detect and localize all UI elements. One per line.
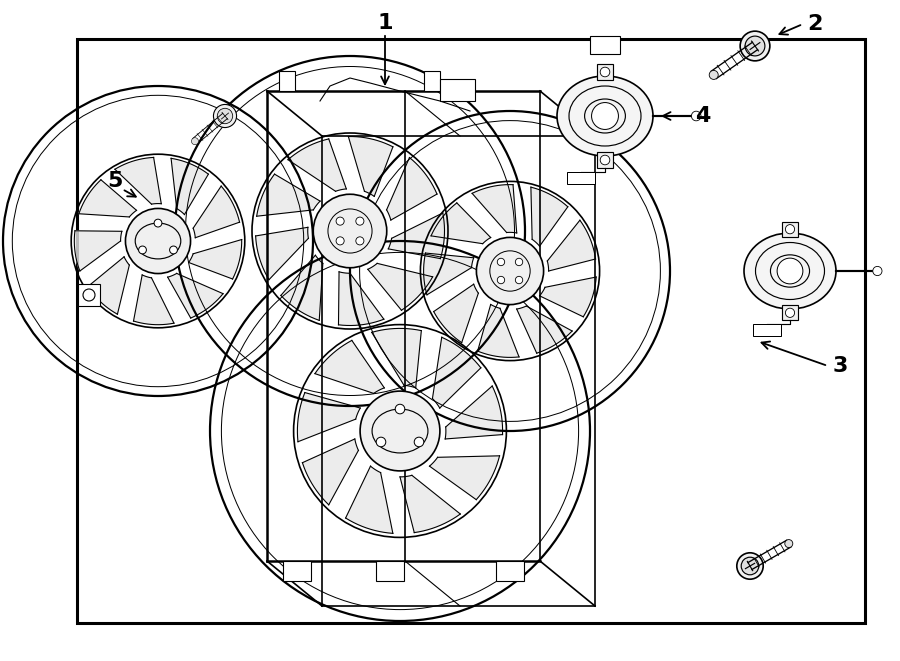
Circle shape bbox=[498, 276, 505, 284]
Circle shape bbox=[356, 237, 364, 245]
Circle shape bbox=[356, 217, 364, 225]
Circle shape bbox=[192, 137, 199, 145]
Polygon shape bbox=[167, 274, 223, 318]
Polygon shape bbox=[288, 139, 346, 191]
FancyBboxPatch shape bbox=[567, 172, 596, 184]
Polygon shape bbox=[431, 203, 490, 244]
Circle shape bbox=[154, 219, 162, 227]
Circle shape bbox=[786, 308, 795, 317]
Circle shape bbox=[873, 266, 882, 276]
Circle shape bbox=[414, 437, 424, 447]
Ellipse shape bbox=[744, 233, 836, 309]
Polygon shape bbox=[302, 439, 358, 505]
Polygon shape bbox=[547, 220, 596, 271]
Ellipse shape bbox=[557, 76, 653, 156]
Polygon shape bbox=[315, 340, 384, 393]
Polygon shape bbox=[338, 272, 384, 325]
Circle shape bbox=[785, 539, 793, 547]
FancyBboxPatch shape bbox=[496, 561, 524, 581]
Polygon shape bbox=[517, 306, 572, 353]
Circle shape bbox=[737, 553, 763, 579]
FancyBboxPatch shape bbox=[424, 71, 440, 91]
Polygon shape bbox=[297, 393, 360, 442]
Polygon shape bbox=[194, 186, 239, 238]
FancyBboxPatch shape bbox=[590, 36, 620, 54]
Circle shape bbox=[740, 31, 770, 61]
Polygon shape bbox=[478, 305, 519, 358]
Text: 1: 1 bbox=[377, 13, 392, 33]
Circle shape bbox=[691, 111, 701, 121]
Polygon shape bbox=[79, 180, 137, 217]
Circle shape bbox=[125, 208, 191, 274]
Circle shape bbox=[709, 71, 718, 79]
Text: 3: 3 bbox=[832, 356, 848, 376]
Circle shape bbox=[376, 437, 386, 447]
Text: 2: 2 bbox=[807, 14, 823, 34]
Circle shape bbox=[591, 102, 618, 130]
FancyBboxPatch shape bbox=[597, 64, 614, 80]
Polygon shape bbox=[372, 329, 421, 388]
FancyBboxPatch shape bbox=[753, 324, 781, 336]
Polygon shape bbox=[434, 284, 478, 342]
Polygon shape bbox=[429, 456, 500, 500]
Polygon shape bbox=[281, 255, 323, 321]
FancyBboxPatch shape bbox=[376, 561, 404, 581]
Text: 5: 5 bbox=[107, 171, 122, 191]
Circle shape bbox=[217, 108, 233, 124]
Circle shape bbox=[476, 237, 544, 305]
Circle shape bbox=[139, 246, 147, 254]
Circle shape bbox=[742, 557, 759, 575]
Circle shape bbox=[313, 194, 387, 268]
FancyBboxPatch shape bbox=[782, 305, 798, 321]
Circle shape bbox=[336, 217, 344, 225]
Polygon shape bbox=[400, 475, 460, 533]
FancyBboxPatch shape bbox=[597, 152, 614, 168]
Text: 4: 4 bbox=[696, 106, 711, 126]
Circle shape bbox=[336, 237, 344, 245]
Polygon shape bbox=[256, 227, 309, 280]
Polygon shape bbox=[387, 157, 437, 220]
Polygon shape bbox=[88, 257, 130, 314]
Polygon shape bbox=[540, 277, 596, 317]
FancyBboxPatch shape bbox=[782, 221, 798, 237]
Polygon shape bbox=[189, 239, 242, 279]
Circle shape bbox=[786, 225, 795, 234]
Circle shape bbox=[360, 391, 440, 471]
Polygon shape bbox=[531, 187, 568, 246]
Polygon shape bbox=[424, 253, 473, 295]
Polygon shape bbox=[256, 174, 320, 216]
Circle shape bbox=[600, 155, 610, 165]
Polygon shape bbox=[171, 159, 209, 215]
FancyBboxPatch shape bbox=[279, 71, 295, 91]
Polygon shape bbox=[472, 184, 517, 233]
Circle shape bbox=[600, 67, 610, 77]
Polygon shape bbox=[432, 337, 481, 408]
Polygon shape bbox=[75, 231, 122, 271]
Circle shape bbox=[213, 104, 237, 128]
Polygon shape bbox=[446, 386, 502, 439]
Polygon shape bbox=[388, 213, 445, 258]
Polygon shape bbox=[346, 466, 392, 533]
FancyBboxPatch shape bbox=[440, 79, 475, 101]
FancyBboxPatch shape bbox=[283, 561, 311, 581]
Polygon shape bbox=[348, 137, 393, 196]
FancyBboxPatch shape bbox=[78, 284, 100, 306]
Circle shape bbox=[395, 405, 405, 414]
Circle shape bbox=[777, 258, 803, 284]
Circle shape bbox=[745, 36, 765, 56]
Circle shape bbox=[169, 246, 177, 254]
Polygon shape bbox=[368, 263, 433, 310]
Circle shape bbox=[498, 258, 505, 266]
Polygon shape bbox=[115, 157, 161, 204]
Circle shape bbox=[516, 258, 523, 266]
Circle shape bbox=[516, 276, 523, 284]
Polygon shape bbox=[133, 275, 174, 325]
